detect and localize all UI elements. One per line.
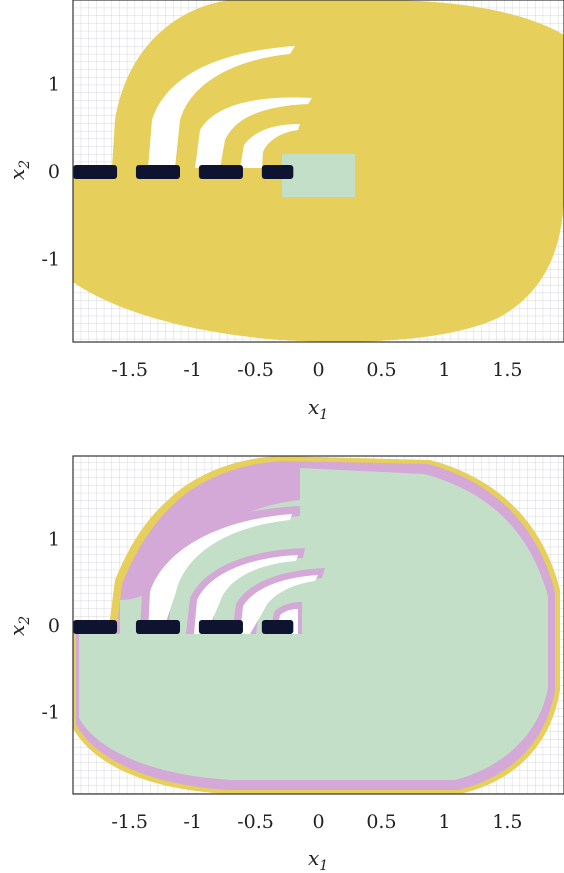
obstacle-bar (135, 620, 181, 634)
top-target-box (282, 154, 355, 197)
top-channel-1 (148, 46, 295, 168)
top-channel-3 (240, 124, 300, 168)
x-tick-label: 0 (312, 811, 324, 833)
y-tick-label: -1 (41, 249, 60, 271)
top-x-ticks: -1.5 -1 -0.5 0 0.5 1 1.5 (111, 359, 522, 381)
x-tick-label: 1.5 (492, 359, 522, 381)
x-tick-label: -0.5 (237, 359, 274, 381)
y-tick-label: -1 (41, 702, 60, 724)
bottom-ylabel: x2 (5, 616, 33, 636)
top-xlabel: x1 (308, 395, 328, 423)
top-frame (72, 0, 564, 343)
bottom-xlabel: x1 (308, 846, 328, 873)
top-ylabel: x2 (5, 160, 33, 180)
x-tick-label: -1 (183, 359, 202, 381)
bottom-obstacles (73, 620, 294, 634)
obstacle-bar (198, 620, 243, 634)
bottom-frame (72, 455, 564, 795)
bottom-channel-3-inner (240, 575, 318, 634)
x-tick-label: 0 (312, 359, 324, 381)
bottom-panel: -1.5 -1 -0.5 0 0.5 1 1.5 1 0 -1 x1 x2 (5, 455, 564, 873)
x-tick-label: 0.5 (366, 811, 396, 833)
obstacle-bar (135, 165, 181, 179)
top-y-ticks: 1 0 -1 (41, 73, 60, 270)
top-channel-2 (195, 97, 312, 168)
x-tick-label: -1 (183, 811, 202, 833)
top-obstacles (73, 165, 294, 179)
bottom-green-region (79, 468, 548, 780)
x-tick-label: -1.5 (111, 359, 148, 381)
x-tick-label: 1.5 (492, 811, 522, 833)
obstacle-bar (261, 620, 294, 634)
obstacle-bar (73, 620, 118, 634)
top-panel: -1.5 -1 -0.5 0 0.5 1 1.5 1 0 -1 x1 x2 (5, 0, 564, 423)
obstacle-bar (198, 165, 243, 179)
x-tick-label: 1 (438, 811, 450, 833)
bottom-x-ticks: -1.5 -1 -0.5 0 0.5 1 1.5 (111, 811, 522, 833)
bottom-y-ticks: 1 0 -1 (41, 528, 60, 723)
y-tick-label: 1 (48, 73, 60, 95)
obstacle-bar (73, 165, 118, 179)
x-tick-label: 0.5 (366, 359, 396, 381)
y-tick-label: 1 (48, 528, 60, 550)
y-tick-label: 0 (48, 161, 60, 183)
x-tick-label: 1 (438, 359, 450, 381)
x-tick-label: -1.5 (111, 811, 148, 833)
obstacle-bar (261, 165, 294, 179)
x-tick-label: -0.5 (237, 811, 274, 833)
y-tick-label: 0 (48, 615, 60, 637)
